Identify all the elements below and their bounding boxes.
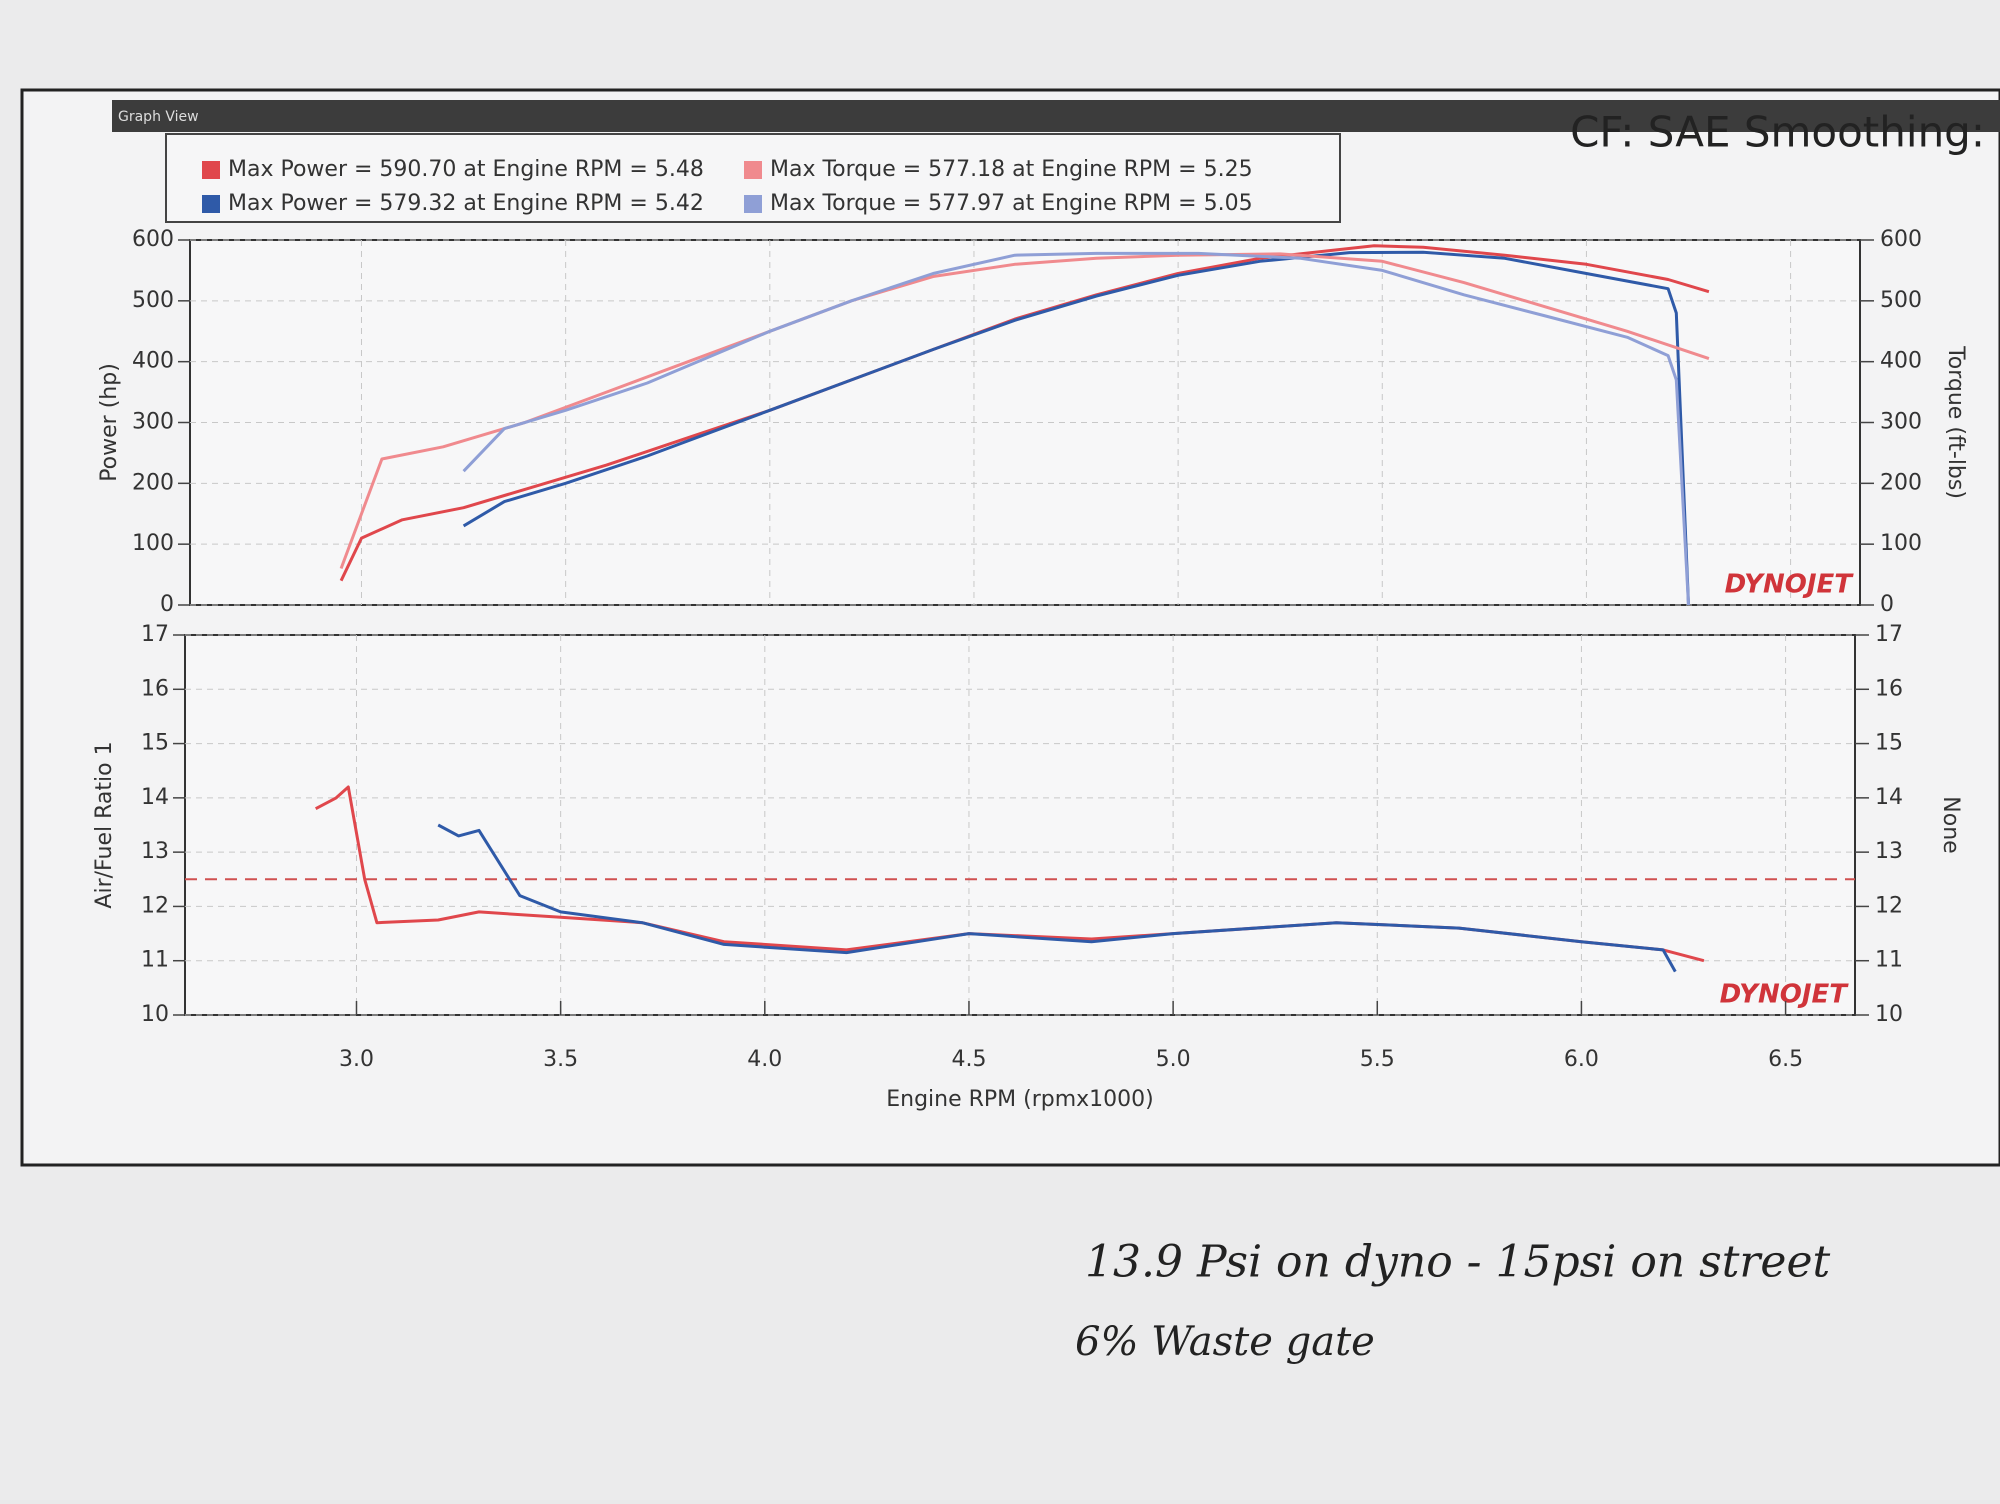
window-title: Graph View — [118, 109, 199, 125]
legend-label: Max Power = 579.32 at Engine RPM = 5.42 — [228, 191, 704, 216]
y2-axis-label: Torque (ft-lbs) — [1943, 345, 1968, 499]
y-tick-label: 300 — [132, 410, 174, 435]
legend-swatch — [744, 161, 762, 179]
y2-tick-label: 600 — [1880, 227, 1922, 252]
y2-tick-label: 100 — [1880, 531, 1922, 556]
y-tick-label: 15 — [141, 731, 169, 756]
y-tick-label: 200 — [132, 470, 174, 495]
y2-tick-label: 17 — [1875, 622, 1903, 647]
y-tick-label: 12 — [141, 893, 169, 918]
y2-tick-label: 13 — [1875, 839, 1903, 864]
y-tick-label: 14 — [141, 785, 169, 810]
y-axis-label: Air/Fuel Ratio 1 — [92, 741, 117, 908]
y2-tick-label: 0 — [1880, 592, 1894, 617]
x-tick-label: 4.0 — [747, 1047, 782, 1072]
y-tick-label: 11 — [141, 948, 169, 973]
legend-label: Max Torque = 577.97 at Engine RPM = 5.05 — [770, 191, 1253, 216]
legend-label: Max Torque = 577.18 at Engine RPM = 5.25 — [770, 157, 1253, 182]
x-tick-label: 3.0 — [339, 1047, 374, 1072]
note: 13.9 Psi on dyno - 15psi on street — [1085, 1237, 1831, 1288]
series-line — [462, 251, 1690, 606]
header: CF: SAE Smoothing: — [1570, 108, 1985, 157]
legend-swatch — [202, 195, 220, 213]
x-tick-label: 6.0 — [1564, 1047, 1599, 1072]
note: 6% Waste gate — [1075, 1319, 1375, 1365]
x-tick-label: 4.5 — [951, 1047, 986, 1072]
x-tick-label: 6.5 — [1768, 1047, 1803, 1072]
legend-swatch — [202, 161, 220, 179]
y2-axis-label: None — [1938, 796, 1963, 853]
y-axis-label: Power (hp) — [97, 363, 122, 482]
y-tick-label: 400 — [132, 349, 174, 374]
y2-tick-label: 16 — [1875, 676, 1903, 701]
series-line — [437, 823, 1677, 973]
y2-tick-label: 12 — [1875, 893, 1903, 918]
y-tick-label: 10 — [141, 1002, 169, 1027]
y-tick-label: 13 — [141, 839, 169, 864]
y2-tick-label: 10 — [1875, 1002, 1903, 1027]
legend-label: Max Power = 590.70 at Engine RPM = 5.48 — [228, 157, 704, 182]
y2-tick-label: 400 — [1880, 349, 1922, 374]
x-tick-label: 3.5 — [543, 1047, 578, 1072]
logo: DYNOJET — [1725, 570, 1855, 600]
y-tick-label: 0 — [160, 592, 174, 617]
y-tick-label: 500 — [132, 288, 174, 313]
plot-area — [184, 634, 1856, 1016]
y-tick-label: 600 — [132, 227, 174, 252]
title-bar — [112, 100, 2000, 132]
y2-tick-label: 300 — [1880, 410, 1922, 435]
y2-tick-label: 500 — [1880, 288, 1922, 313]
logo: DYNOJET — [1720, 980, 1850, 1010]
y2-tick-label: 200 — [1880, 470, 1922, 495]
x-axis-label: Engine RPM (rpmx1000) — [886, 1087, 1154, 1112]
y-tick-label: 100 — [132, 531, 174, 556]
y2-tick-label: 14 — [1875, 785, 1903, 810]
x-tick-label: 5.0 — [1156, 1047, 1191, 1072]
y-tick-label: 16 — [141, 676, 169, 701]
x-tick-label: 5.5 — [1360, 1047, 1395, 1072]
y2-tick-label: 15 — [1875, 731, 1903, 756]
y2-tick-label: 11 — [1875, 948, 1903, 973]
legend-swatch — [744, 195, 762, 213]
series-line — [462, 250, 1690, 606]
y-tick-label: 17 — [141, 622, 169, 647]
